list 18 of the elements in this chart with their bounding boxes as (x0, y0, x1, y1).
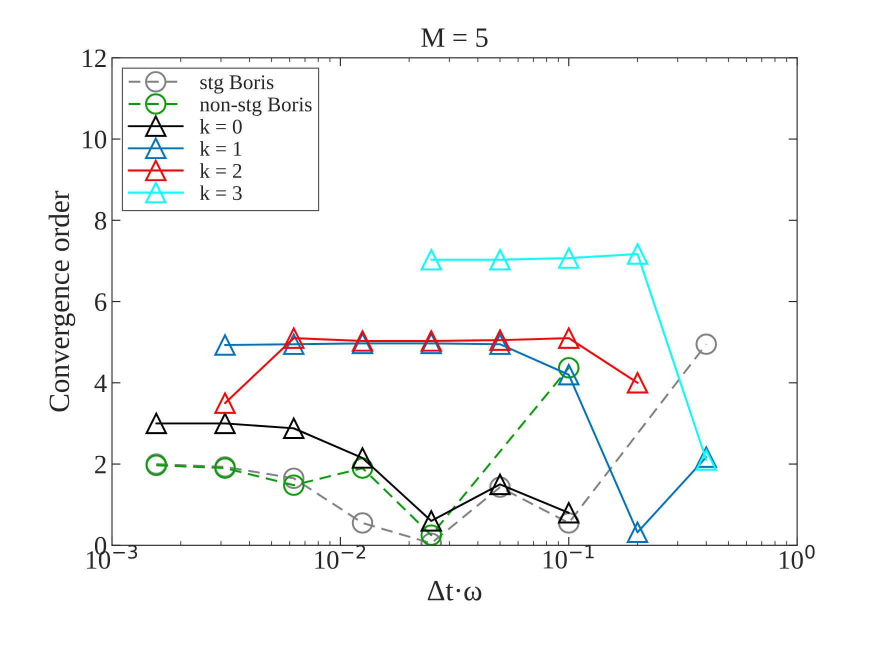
y-axis-title: Convergence order (48, 190, 76, 412)
legend-label: stg Boris (200, 75, 274, 94)
y-tick-label: 12 (83, 49, 106, 67)
y-tick-label: 4 (94, 374, 107, 392)
y-tick-label: 8 (94, 212, 106, 230)
y-tick-label: 10 (83, 130, 106, 148)
x-tick-label: 10$^{−2}$ (315, 544, 366, 569)
legend-label: non-stg Boris (200, 97, 312, 116)
legend-label: k = 3 (200, 185, 242, 200)
chart-title: M = 5 (421, 28, 488, 47)
legend-label: k = 0 (200, 119, 242, 134)
x-axis-title: Δt·ω (428, 580, 482, 601)
y-tick-label: 2 (95, 456, 106, 474)
legend-label: k = 1 (200, 141, 242, 156)
x-tick-label: 10$^{−1}$ (544, 544, 594, 569)
y-tick-label: 6 (95, 293, 106, 311)
x-tick-label: 10$^{0}$ (780, 544, 815, 569)
legend-label: k = 2 (200, 163, 242, 178)
